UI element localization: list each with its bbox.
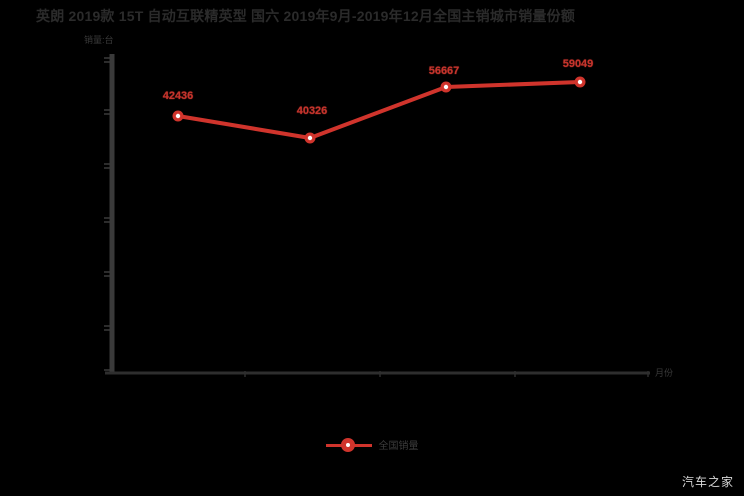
data-label: 59049 [562, 58, 594, 70]
y-axis-ticks [104, 57, 112, 371]
chart-legend: 全国销量 [0, 437, 744, 452]
data-label: 40326 [296, 105, 328, 117]
legend-item-label: 全国销量 [378, 441, 419, 452]
watermark: 汽车之家 [681, 475, 734, 489]
data-point-marker-center [307, 135, 313, 141]
data-point-marker-center [443, 84, 449, 90]
data-point-marker-center [175, 113, 181, 119]
x-axis-ticks [244, 371, 649, 377]
legend-dot-icon [340, 437, 355, 452]
x-axis-label: 月份 [655, 368, 674, 378]
data-label: 56667 [428, 65, 460, 77]
chart-title: 英朗 2019款 15T 自动互联精英型 国六 2019年9月-2019年12月… [36, 8, 576, 24]
legend-marker-icon [325, 437, 372, 452]
data-point-marker-center [577, 79, 583, 85]
data-series-line [176, 80, 582, 140]
plot-area: 42436 40326 56667 59049 [104, 54, 650, 377]
data-point-markers [172, 76, 586, 144]
data-label: 42436 [162, 90, 194, 102]
y-axis-label: 销量:台 [84, 35, 114, 45]
